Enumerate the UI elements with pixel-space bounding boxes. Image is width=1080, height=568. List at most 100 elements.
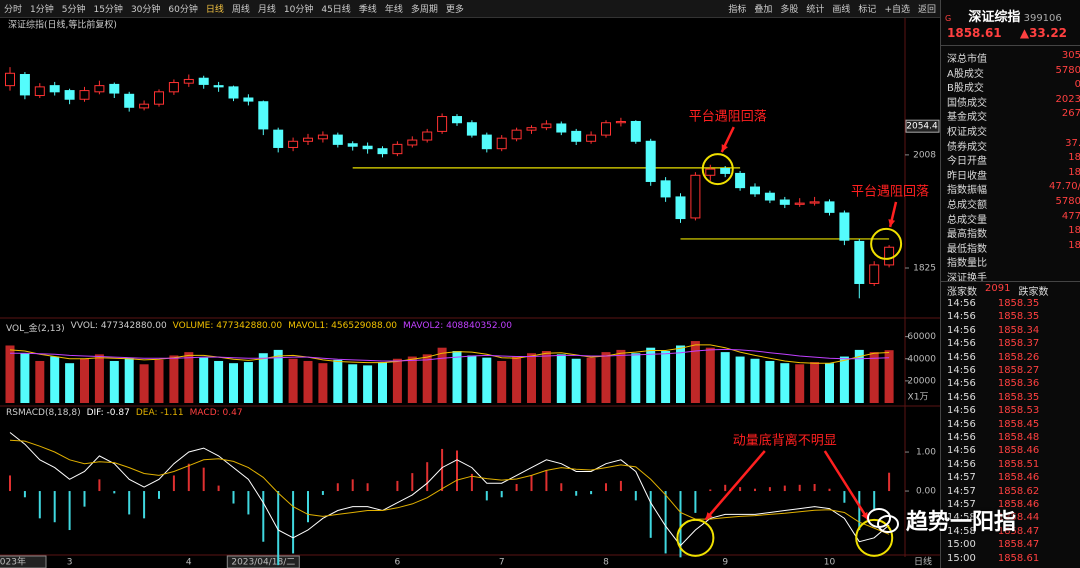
quote-label: 昨日收盘	[947, 170, 987, 182]
quote-label: 深总市值	[947, 54, 987, 65]
x-tick-label: 6	[395, 558, 401, 568]
x-tick-label: 3	[67, 558, 73, 568]
tick-price: 1858.44	[997, 512, 1040, 524]
line-series	[10, 348, 890, 362]
toolbar-item[interactable]: 60分钟	[168, 5, 198, 15]
y-tick-label: 2008	[913, 150, 936, 160]
volume-bar	[467, 355, 477, 403]
tick-price: 1858.35	[997, 391, 1040, 403]
volume-bar	[139, 364, 149, 403]
volume-bar	[333, 359, 343, 403]
toolbar-item[interactable]: 多周期	[410, 5, 438, 15]
quote-row: 指数量比	[947, 254, 1080, 269]
volume-bar	[631, 353, 641, 403]
quote-value: 2023	[1055, 93, 1080, 105]
volume-bar	[124, 357, 134, 403]
quote-label: 指数振幅	[947, 185, 987, 197]
tick-time: 14:56	[947, 405, 976, 417]
toolbar-item[interactable]: 返回	[917, 5, 936, 15]
volume-bar	[571, 358, 581, 403]
quote-panel: G 深证综指 399106 1858.61 ▲33.22 深总市值 305 A股成交…	[940, 0, 1080, 568]
toolbar-item[interactable]: 指标	[728, 5, 747, 15]
volume-bar	[497, 360, 507, 403]
quote-value: 18	[1068, 225, 1080, 237]
quote-label: 权证成交	[947, 127, 987, 138]
tick-time: 14:57	[947, 485, 976, 497]
toolbar-item[interactable]: 年线	[384, 5, 403, 15]
quote-label: 深证换手	[947, 273, 987, 284]
toolbar-item[interactable]: 季线	[358, 5, 377, 15]
toolbar-item[interactable]: 月线	[257, 5, 276, 15]
quote-row: A股成交 5780	[947, 65, 1080, 80]
candle-body	[466, 122, 477, 136]
toolbar-item[interactable]: 5分钟	[61, 5, 86, 15]
toolbar-item[interactable]: 多股	[780, 5, 799, 15]
volume-bar	[825, 363, 834, 403]
toolbar-item[interactable]: +自选	[884, 5, 910, 15]
price-marker-box	[905, 119, 940, 133]
tick-time: 14:56	[947, 298, 976, 309]
toolbar-item[interactable]: 标记	[858, 5, 877, 15]
divider	[941, 281, 1080, 282]
quote-label: B股成交	[947, 83, 984, 95]
tick-row: 14:56 1858.36	[947, 378, 1080, 392]
candle-body	[764, 192, 775, 201]
candle-body	[511, 129, 522, 140]
volume-bar	[527, 353, 536, 403]
quote-value: 47.70/	[1049, 181, 1080, 193]
quote-row: 今日开盘 18	[947, 152, 1080, 167]
highlight-circle	[676, 518, 715, 557]
tick-time: 14:56	[947, 391, 976, 403]
candle-body	[64, 90, 75, 100]
candle-body	[824, 201, 835, 213]
candle-body	[452, 116, 462, 124]
candle-body	[258, 101, 269, 130]
background	[0, 0, 940, 568]
toolbar-item[interactable]: 45日线	[321, 5, 351, 15]
toolbar-right: 指标 叠加 多股 统计 画线 标记 +自选 返回	[724, 2, 940, 15]
volume-bar	[601, 352, 611, 403]
toolbar-item[interactable]: 日线	[205, 5, 224, 15]
toolbar-item[interactable]: 画线	[832, 5, 851, 15]
candle-body	[541, 123, 552, 129]
toolbar-item[interactable]: 叠加	[754, 5, 773, 15]
tick-price: 1858.46	[997, 445, 1040, 457]
toolbar-item[interactable]: 15分钟	[93, 5, 123, 15]
candle-body	[720, 167, 731, 174]
tick-time: 15:00	[947, 539, 976, 551]
toolbar-item[interactable]: 10分钟	[283, 5, 314, 15]
breadth-label: 跌家数	[1018, 287, 1049, 298]
quote-value: 305	[1061, 50, 1080, 61]
volume-bar	[363, 365, 373, 403]
toolbar-item[interactable]: 30分钟	[130, 5, 161, 15]
line-series	[9, 432, 890, 547]
volume-bar	[720, 352, 730, 403]
candle-body	[556, 123, 567, 133]
quote-row: 深总市值 305	[947, 50, 1080, 65]
toolbar-item[interactable]: 1分钟	[30, 5, 54, 15]
quote-value: 37.	[1065, 137, 1080, 149]
quote-label: 债券成交	[947, 141, 987, 153]
volume-bar	[20, 353, 30, 403]
tick-time: 14:56	[947, 365, 976, 376]
tick-price: 1858.27	[997, 365, 1040, 376]
toolbar-item[interactable]: 统计	[806, 5, 825, 15]
tick-row: 14:56 1858.27	[947, 365, 1080, 379]
price-marker-label: 2054.4	[906, 122, 938, 132]
header-item: MACD: 0.47	[189, 408, 243, 418]
toolbar-item[interactable]: 分时	[4, 5, 23, 15]
toolbar-item[interactable]: 更多	[445, 5, 464, 15]
tick-row: 14:56 1858.51	[947, 459, 1080, 473]
divider	[941, 45, 1080, 46]
tick-price: 1858.35	[997, 311, 1040, 323]
line-series	[9, 344, 890, 364]
x-tick-label: 2023/04/18/二	[231, 558, 295, 568]
tick-price: 1858.34	[997, 324, 1040, 336]
candle-body	[198, 77, 209, 85]
tick-price: 1858.26	[997, 351, 1040, 363]
candle-body	[630, 120, 641, 142]
tick-time: 14:56	[947, 418, 976, 430]
tick-row: 14:57 1858.62	[947, 486, 1080, 500]
macd-header: RSMACD(8,18,8) DIF: -0.87 DEA: -1.11 MACD: …	[6, 408, 243, 418]
toolbar-item[interactable]: 周线	[231, 5, 250, 15]
